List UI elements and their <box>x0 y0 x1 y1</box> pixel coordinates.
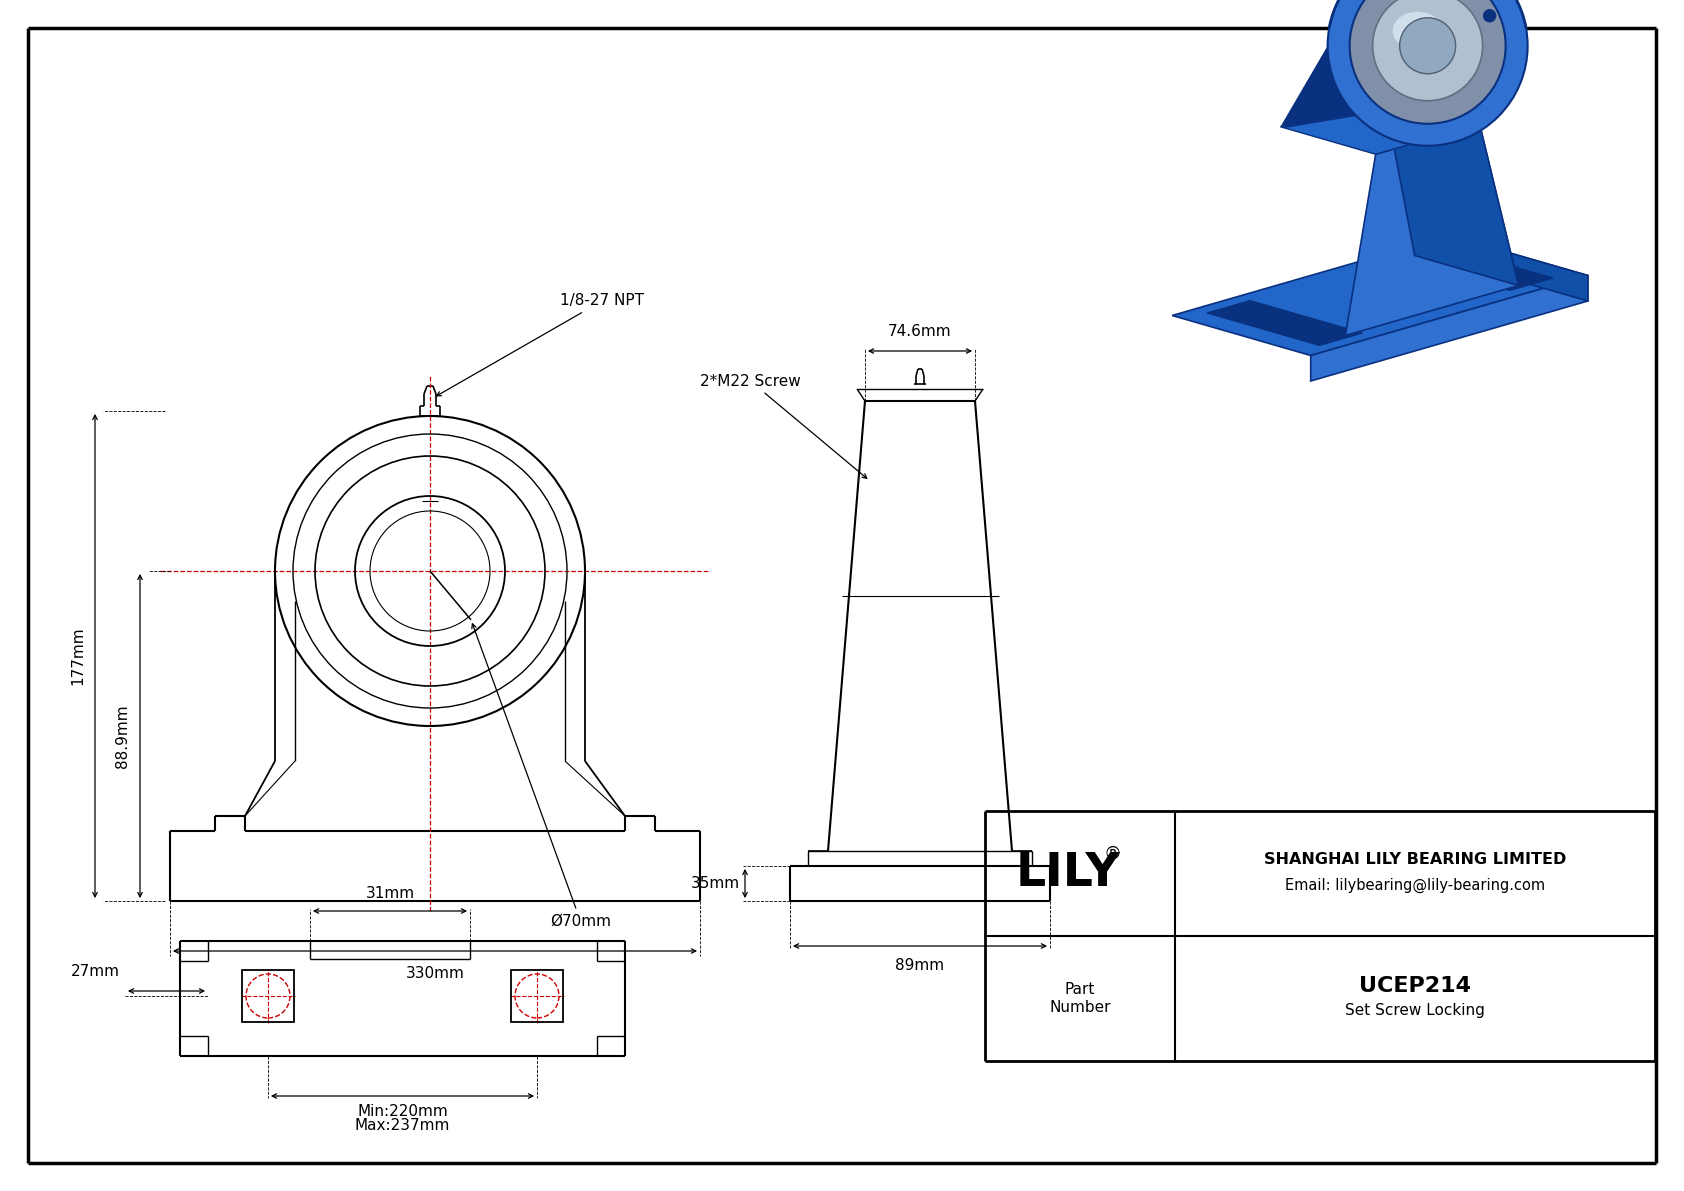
Text: 31mm: 31mm <box>365 886 414 902</box>
Text: 35mm: 35mm <box>690 877 739 891</box>
Polygon shape <box>1207 300 1362 345</box>
Text: LILY: LILY <box>1015 852 1120 896</box>
Text: 330mm: 330mm <box>406 966 465 981</box>
Circle shape <box>1349 0 1505 124</box>
Polygon shape <box>1450 236 1588 301</box>
Text: 2*M22 Screw: 2*M22 Screw <box>701 374 867 479</box>
Text: Set Screw Locking: Set Screw Locking <box>1346 1003 1485 1018</box>
Text: Part
Number: Part Number <box>1049 983 1111 1015</box>
Bar <box>510 969 562 1022</box>
Polygon shape <box>1346 124 1519 336</box>
Polygon shape <box>1280 45 1357 127</box>
Polygon shape <box>1280 96 1480 155</box>
Circle shape <box>1372 0 1482 101</box>
Text: 1/8-27 NPT: 1/8-27 NPT <box>436 293 643 395</box>
Polygon shape <box>1310 275 1588 381</box>
Text: Ø70mm: Ø70mm <box>472 624 611 929</box>
Text: ®: ® <box>1103 844 1122 862</box>
Text: Max:237mm: Max:237mm <box>355 1118 450 1133</box>
Circle shape <box>1327 0 1527 145</box>
Text: Email: lilybearing@lily-bearing.com: Email: lilybearing@lily-bearing.com <box>1285 878 1544 893</box>
Circle shape <box>1399 18 1455 74</box>
Text: UCEP214: UCEP214 <box>1359 977 1472 997</box>
Text: 27mm: 27mm <box>71 964 120 979</box>
Text: SHANGHAI LILY BEARING LIMITED: SHANGHAI LILY BEARING LIMITED <box>1263 852 1566 867</box>
Polygon shape <box>1172 236 1588 355</box>
Bar <box>242 969 295 1022</box>
Text: 177mm: 177mm <box>71 626 84 685</box>
Text: 89mm: 89mm <box>896 958 945 973</box>
Text: Min:220mm: Min:220mm <box>357 1104 448 1120</box>
Ellipse shape <box>1393 12 1443 50</box>
Polygon shape <box>1384 96 1519 286</box>
Text: 88.9mm: 88.9mm <box>115 704 130 768</box>
Circle shape <box>1484 10 1495 21</box>
Text: 74.6mm: 74.6mm <box>887 324 951 339</box>
Polygon shape <box>1398 245 1553 291</box>
